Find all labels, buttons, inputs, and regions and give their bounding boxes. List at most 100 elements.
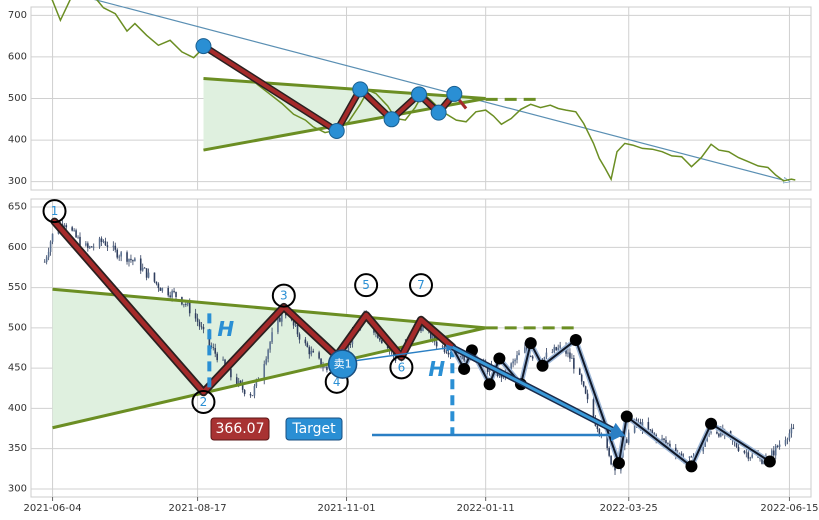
- candle-body: [120, 252, 122, 257]
- candle-body: [788, 433, 791, 439]
- y-tick-label: 400: [8, 403, 27, 414]
- candle-body: [555, 347, 558, 351]
- price-badge: 366.07: [210, 417, 270, 441]
- overview-grid: [31, 7, 811, 190]
- candle-body: [690, 456, 693, 458]
- candle-body: [87, 243, 89, 248]
- sell-signal-arrow: [342, 344, 454, 364]
- candle-body: [106, 245, 109, 247]
- candle-body: [239, 380, 242, 384]
- candle-body: [132, 260, 134, 262]
- pivot-label: 2: [200, 395, 208, 409]
- projected-point: [620, 410, 633, 423]
- candle-body: [298, 334, 301, 340]
- candle-body: [196, 318, 199, 322]
- candle-body: [296, 325, 299, 335]
- candle-body: [224, 359, 226, 366]
- overview-pivot-markers: [195, 38, 463, 139]
- candle-body: [445, 351, 448, 353]
- candle-body: [514, 359, 516, 362]
- candle-body: [422, 325, 424, 331]
- candle-body: [651, 430, 654, 434]
- candle-body: [139, 258, 142, 271]
- candle-body: [529, 356, 532, 357]
- candle-body: [435, 341, 438, 347]
- y-tick-label: 600: [8, 242, 27, 253]
- candle-body: [292, 319, 295, 326]
- detail-zigzag: [52, 219, 455, 395]
- x-tick-label: 2021-06-04: [23, 503, 81, 514]
- y-tick-label: 300: [8, 483, 27, 494]
- y-tick-label: 400: [8, 135, 27, 146]
- candle-body: [610, 455, 612, 465]
- candle-body: [578, 368, 581, 375]
- candle-body: [518, 352, 520, 356]
- pivot-label: 7: [417, 278, 425, 292]
- candle-body: [661, 438, 663, 441]
- candle-body: [194, 313, 197, 319]
- candle-body: [183, 303, 185, 305]
- candle-body: [200, 326, 203, 328]
- candle-body: [584, 386, 587, 394]
- candle-body: [592, 399, 595, 419]
- y-tick-label: 500: [8, 93, 27, 104]
- candle-body: [112, 245, 115, 247]
- candle-body: [702, 446, 705, 452]
- candle-body: [71, 227, 73, 231]
- candle-body: [608, 448, 610, 456]
- candle-body: [716, 431, 718, 434]
- candle-body: [92, 246, 95, 248]
- candle-body: [65, 225, 68, 228]
- candle-body: [318, 352, 320, 359]
- candle-body: [255, 379, 258, 387]
- candle-body: [745, 452, 748, 454]
- sell-signal-marker: 卖1: [327, 349, 358, 379]
- candle-body: [77, 236, 79, 238]
- candle-body: [214, 347, 217, 354]
- candle-body: [612, 464, 614, 465]
- projected-point: [536, 359, 549, 372]
- candle-body: [761, 458, 763, 464]
- detail-lower-trendline: [52, 326, 487, 430]
- pivot-label: 1: [51, 204, 59, 218]
- pivot-marker: [352, 81, 369, 98]
- candle-body: [772, 450, 775, 456]
- candle-body: [778, 444, 781, 447]
- candle-body: [747, 452, 750, 459]
- candle-body: [324, 366, 326, 368]
- pivot-marker: [383, 111, 400, 128]
- candle-body: [171, 290, 173, 298]
- candle-body: [222, 359, 224, 361]
- candle-body: [47, 251, 50, 258]
- candle-body: [269, 342, 271, 350]
- candle-body: [271, 332, 273, 343]
- candle-body: [557, 347, 559, 351]
- candle-body: [749, 457, 752, 459]
- y-tick-label: 650: [8, 202, 27, 213]
- candle-body: [447, 352, 450, 355]
- pivot-marker: [430, 104, 447, 121]
- candle-body: [251, 395, 254, 397]
- y-tick-label: 550: [8, 282, 27, 293]
- pivot-marker: [446, 85, 463, 102]
- candle-body: [75, 230, 77, 238]
- candle-body: [202, 327, 205, 330]
- candle-body: [230, 368, 232, 378]
- candle-body: [665, 440, 667, 444]
- candle-body: [606, 436, 608, 449]
- candle-body: [349, 343, 352, 345]
- candle-body: [580, 374, 583, 382]
- x-tick-label: 2022-06-15: [760, 503, 818, 514]
- candle-body: [792, 427, 795, 429]
- candle-body: [306, 343, 309, 348]
- candle-body: [134, 258, 136, 262]
- candle-body: [243, 389, 246, 395]
- projected-point: [612, 457, 625, 470]
- candle-body: [216, 353, 218, 361]
- pivot-label-ring: [271, 283, 296, 308]
- target-arrow: [451, 345, 626, 437]
- candle-body: [267, 349, 269, 359]
- pivot-marker: [195, 38, 212, 55]
- candle-body: [433, 334, 436, 342]
- candle-body: [743, 450, 746, 453]
